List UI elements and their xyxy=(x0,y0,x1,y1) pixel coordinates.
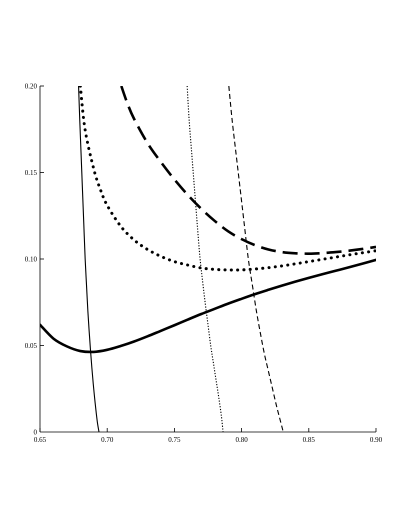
series-line-thin-solid xyxy=(78,86,100,432)
x-tick-label: 0.70 xyxy=(101,436,114,444)
x-tick-label: 0.65 xyxy=(34,436,47,444)
y-tick-label: 0.10 xyxy=(25,256,38,264)
series-line-thick-dashed xyxy=(120,86,376,255)
series-layer xyxy=(40,86,376,432)
series-line-thin-dashed xyxy=(228,86,284,432)
series-line-thick-solid xyxy=(40,258,376,354)
x-tick-label: 0.80 xyxy=(235,436,248,444)
y-tick-label: 0.20 xyxy=(25,83,38,91)
y-zero-label: 0 xyxy=(34,429,38,437)
y-tick-label: 0.05 xyxy=(25,342,38,350)
x-tick-label: 0.75 xyxy=(168,436,181,444)
series-line-thin-dotted xyxy=(186,86,224,432)
series-line-thick-dotted xyxy=(78,86,376,272)
ticks: 0.65 0.70 0.75 0.80 0.85 0.90 0.05 0.10 0.15 0.20… xyxy=(25,83,383,445)
x-tick-label: 0.90 xyxy=(370,436,383,444)
x-tick-label: 0.85 xyxy=(303,436,316,444)
y-tick-label: 0.15 xyxy=(25,169,38,177)
